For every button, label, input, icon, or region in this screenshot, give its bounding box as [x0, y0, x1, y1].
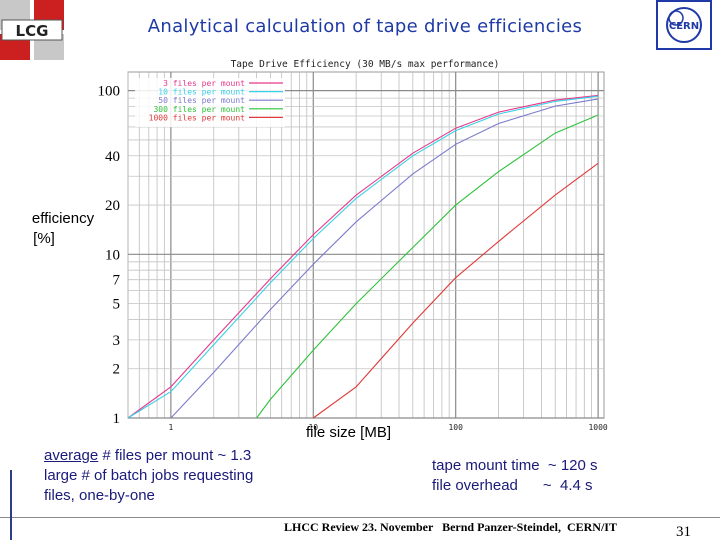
- legend-label: 1000 files per mount: [149, 113, 246, 122]
- y-tick-label: 40: [105, 149, 120, 165]
- series-line-1: [127, 94, 599, 419]
- chart-axes: 1 2 3 5 7 10 20 40 100 1 10 100 1000: [98, 84, 608, 432]
- mount-note-line1-rest: # files per mount ~ 1.3: [98, 447, 252, 464]
- page-number: 31: [676, 524, 691, 540]
- x-tick-label: 1000: [588, 423, 607, 432]
- x-tick-label: 100: [448, 423, 463, 432]
- y-tick-label: 5: [113, 297, 121, 313]
- x-tick-label: 1: [168, 423, 173, 432]
- slide-title: Analytical calculation of tape drive eff…: [147, 16, 583, 37]
- y-tick-label: 10: [105, 247, 120, 263]
- y-axis-label: efficiency [%]: [18, 209, 108, 249]
- legend-label: 50 files per mount: [158, 96, 245, 105]
- chart-grid: [127, 71, 605, 419]
- lcg-logo: LCG: [0, 0, 64, 60]
- y-tick-label: 1: [113, 411, 121, 427]
- series-line-5: [312, 162, 599, 419]
- timing-note-mount-time: tape mount time ~ 120 s: [432, 457, 598, 474]
- mount-note-line3: files, one-by-one: [44, 487, 155, 504]
- footer-divider: [0, 517, 720, 518]
- legend-label: 3 files per mount: [163, 79, 245, 88]
- chart-title: Tape Drive Efficiency (30 MB/s max perfo…: [230, 59, 500, 70]
- mount-note-line2: large # of batch jobs requesting: [44, 467, 254, 484]
- series-line-3: [170, 98, 599, 419]
- x-axis-label: file size [MB]: [306, 424, 392, 441]
- y-tick-label: 7: [113, 273, 121, 289]
- legend-label: 10 files per mount: [158, 88, 245, 97]
- chart-series: [127, 94, 599, 419]
- y-tick-label: 3: [113, 333, 121, 349]
- y-axis-label-line1: efficiency: [31, 210, 95, 227]
- y-tick-label: 2: [113, 362, 121, 378]
- timing-note: tape mount time ~ 120 s file overhead ~ …: [432, 456, 692, 496]
- cern-logo-text: CERN: [669, 21, 699, 32]
- mount-note-line1: average # files per mount ~ 1.3: [44, 446, 324, 466]
- y-tick-label: 20: [105, 198, 120, 214]
- series-line-4: [256, 114, 599, 419]
- mount-note: average # files per mount ~ 1.3 large # …: [44, 446, 324, 506]
- series-line-2: [127, 95, 599, 419]
- left-accent-bar: [10, 470, 12, 540]
- plot-area: [127, 71, 605, 419]
- mount-note-underlined: average: [44, 447, 99, 464]
- timing-note-file-overhead: file overhead ~ 4.4 s: [432, 477, 593, 494]
- x-tick-label: 10: [308, 423, 318, 432]
- footer-text: LHCC Review 23. November Bernd Panzer-St…: [284, 520, 617, 534]
- legend-box: [135, 78, 285, 127]
- y-axis-label-line2: [%]: [33, 230, 55, 247]
- y-tick-label: 100: [98, 84, 121, 100]
- legend-label: 300 files per mount: [153, 105, 245, 114]
- lcg-logo-text: LCG: [16, 22, 49, 40]
- cern-logo: CERN: [656, 0, 712, 50]
